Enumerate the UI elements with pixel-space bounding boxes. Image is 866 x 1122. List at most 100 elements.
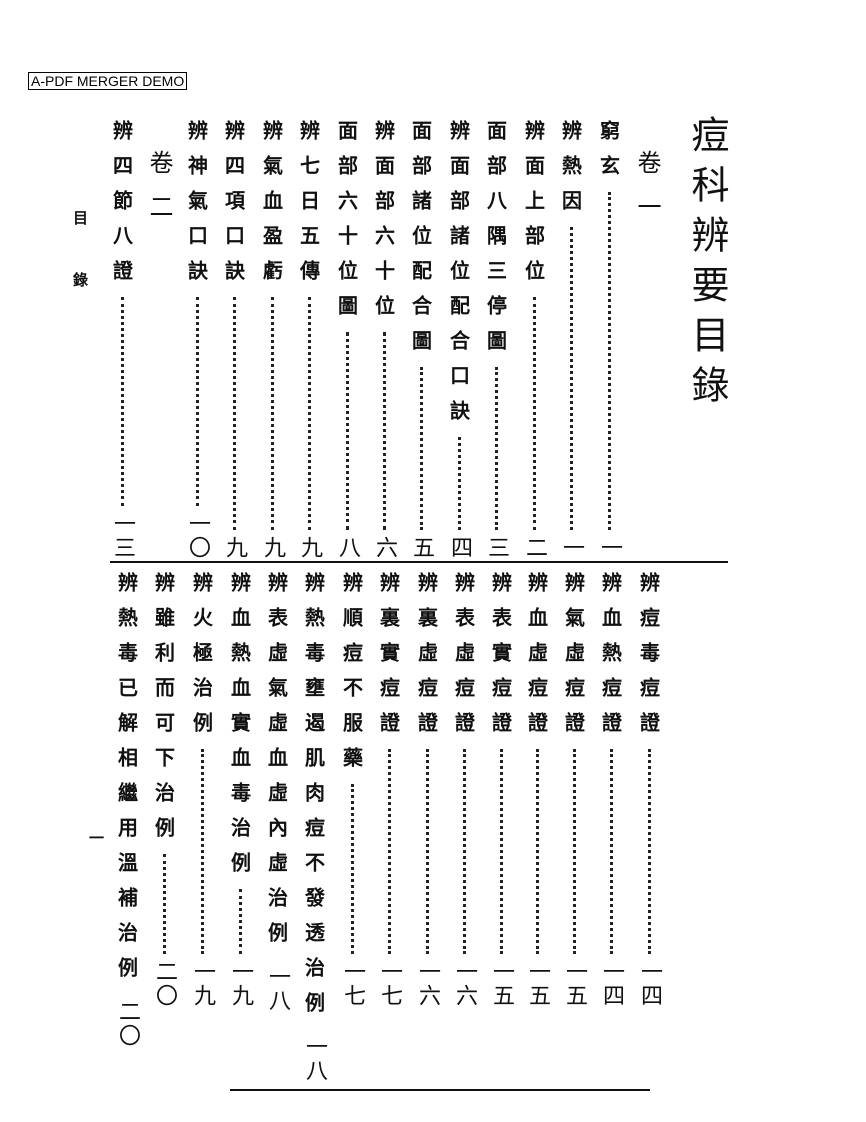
dot-leader — [572, 749, 576, 954]
toc-entry-page: 二〇 — [152, 960, 177, 1008]
toc-entry-page: 一八 — [302, 1035, 327, 1083]
toc-entry: 辨氣虛痘證 一五 — [558, 572, 590, 1008]
toc-entry: 辨熱毒壅遏肌肉痘不發透治例一八 — [298, 572, 330, 1083]
toc-entry-title: 辨火極治例 — [189, 572, 214, 747]
dot-leader — [569, 227, 573, 530]
toc-entry-title: 面部八隅三停圖 — [483, 120, 508, 365]
toc-entry: 面部六十位圖八 — [331, 120, 363, 560]
toc-entry-page: 一五 — [562, 960, 587, 1008]
toc-entry: 辨血熱血實血毒治例一九 — [224, 572, 256, 1008]
toc-entry-page: 九 — [260, 536, 285, 560]
toc-entry: 窮玄一 — [593, 120, 625, 560]
toc-entry-title: 辨熱毒已解相繼用溫補治例 — [114, 572, 139, 992]
toc-entry-title: 辨熱因 — [558, 120, 583, 225]
dot-leader — [607, 192, 611, 530]
toc-entry-title: 辨七日五傳 — [296, 120, 321, 295]
dot-leader — [499, 749, 503, 954]
dot-leader — [457, 437, 461, 530]
toc-entry: 辨表實痘證 一五 — [485, 572, 517, 1008]
toc-entry-title: 辨痘毒痘證 — [636, 572, 661, 747]
dot-leader — [200, 749, 204, 954]
toc-entry: 面部八隅三停圖三 — [480, 120, 512, 560]
toc-entry-page: 二〇 — [115, 1000, 140, 1048]
dot-leader — [609, 749, 613, 954]
dot-leader — [647, 749, 651, 954]
toc-entry-page: 一七 — [377, 960, 402, 1008]
volume-2-heading: 卷二 — [145, 150, 173, 238]
dot-leader — [195, 297, 199, 506]
dot-leader — [162, 854, 166, 954]
toc-entry: 辨四節八證 一三 — [106, 120, 138, 560]
toc-entry-title: 辨氣虛痘證 — [561, 572, 586, 747]
margin-page-number: 一 — [87, 830, 105, 845]
dot-leader — [494, 367, 498, 530]
toc-entry-page: 九 — [222, 536, 247, 560]
toc-entry-title: 辨四項口訣 — [221, 120, 246, 295]
dot-leader — [307, 297, 311, 530]
toc-entry-page: 五 — [409, 536, 434, 560]
toc-entry-page: 四 — [447, 536, 472, 560]
toc-entry: 辨雖利而可下治例 二〇 — [148, 572, 180, 1008]
toc-entry: 辨四項口訣九 — [218, 120, 250, 560]
toc-entry-title: 面部諸位配合圖 — [408, 120, 433, 365]
toc-entry-page: 一〇 — [185, 512, 210, 560]
toc-entry-page: 一四 — [637, 960, 662, 1008]
toc-entry-page: 八 — [335, 536, 360, 560]
dot-leader — [270, 297, 274, 530]
toc-entry: 辨表虛氣虛血虛內虛治例 一八 — [261, 572, 293, 1013]
toc-entry-title: 辨裏虛痘證 — [414, 572, 439, 747]
toc-entry-page: 一六 — [415, 960, 440, 1008]
toc-entry-page: 一八 — [265, 965, 290, 1013]
toc-entry: 辨氣血盈虧九 — [256, 120, 288, 560]
toc-entry-page: 一五 — [525, 960, 550, 1008]
toc-entry-title: 辨血虛痘證 — [524, 572, 549, 747]
toc-entry-title: 辨面部六十位 — [371, 120, 396, 330]
toc-entry: 辨熱毒已解相繼用溫補治例二〇 — [111, 572, 143, 1048]
toc-entry: 辨血虛痘證 一五 — [521, 572, 553, 1008]
dot-leader — [419, 367, 423, 530]
toc-entry-page: 三 — [484, 536, 509, 560]
toc-entry-title: 辨血熱血實血毒治例 — [227, 572, 252, 887]
toc-entry-title: 辨表虛痘證 — [451, 572, 476, 747]
toc-entry: 辨順痘不服藥 一七 — [336, 572, 368, 1008]
toc-entry-title: 辨順痘不服藥 — [339, 572, 364, 782]
toc-entry-title: 窮玄 — [596, 120, 621, 190]
toc-entry: 辨面部六十位六 — [368, 120, 400, 560]
dot-leader — [238, 889, 242, 954]
toc-entry: 辨面部諸位配合口訣四 — [443, 120, 475, 560]
toc-entry-title: 辨氣血盈虧 — [259, 120, 284, 295]
toc-entry: 辨血熱痘證 一四 — [595, 572, 627, 1008]
toc-entry: 面部諸位配合圖五 — [405, 120, 437, 560]
toc-entry-page: 六 — [372, 536, 397, 560]
section-divider — [110, 561, 728, 563]
dot-leader — [425, 749, 429, 954]
toc-entry: 辨裏虛痘證 一六 — [411, 572, 443, 1008]
dot-leader — [382, 332, 386, 530]
toc-entry: 辨裏實痘證 一七 — [373, 572, 405, 1008]
dot-leader — [345, 332, 349, 530]
dot-leader — [462, 749, 466, 954]
margin-label-mu: 目 — [71, 210, 89, 225]
dot-leader — [120, 297, 124, 506]
toc-entry: 辨神氣口訣 一〇 — [181, 120, 213, 560]
toc-entry-title: 辨面部諸位配合口訣 — [446, 120, 471, 435]
toc-entry: 辨火極治例 一九 — [186, 572, 218, 1008]
dot-leader — [350, 784, 354, 954]
toc-entry-title: 辨四節八證 — [109, 120, 134, 295]
toc-entry: 辨七日五傳九 — [293, 120, 325, 560]
toc-entry-title: 辨神氣口訣 — [184, 120, 209, 295]
toc-entry-title: 辨熱毒壅遏肌肉痘不發透治例 — [301, 572, 326, 1027]
toc-entry: 辨表虛痘證 一六 — [448, 572, 480, 1008]
watermark: A-PDF MERGER DEMO — [28, 72, 188, 90]
toc-entry-title: 辨血熱痘證 — [598, 572, 623, 747]
toc-entry: 辨面上部位二 — [518, 120, 550, 560]
dot-leader — [387, 749, 391, 954]
toc-entry-page: 一 — [559, 536, 584, 560]
bottom-rule — [230, 1089, 650, 1091]
page-title: 痘科辨要目錄 — [685, 115, 729, 415]
toc-entry-page: 一九 — [228, 960, 253, 1008]
toc-entry-page: 二 — [522, 536, 547, 560]
toc-entry-page: 一九 — [190, 960, 215, 1008]
toc-entry-page: 一六 — [452, 960, 477, 1008]
toc-entry-page: 一五 — [489, 960, 514, 1008]
